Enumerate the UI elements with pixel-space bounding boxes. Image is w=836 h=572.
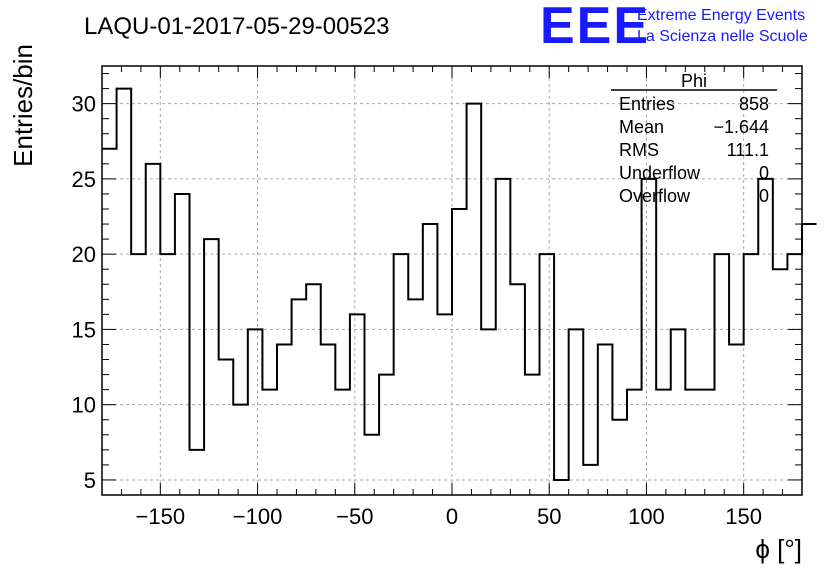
stats-label-overflow: Overflow bbox=[619, 186, 691, 206]
histogram-bin bbox=[248, 329, 263, 495]
histogram-bin bbox=[233, 405, 248, 495]
histogram-bars bbox=[102, 87, 817, 495]
histogram-bin bbox=[160, 254, 175, 495]
stats-label-mean: Mean bbox=[619, 117, 664, 137]
histogram-bin bbox=[758, 179, 773, 495]
histogram-bin bbox=[612, 420, 627, 495]
histogram-bin bbox=[452, 209, 467, 495]
histogram-bin bbox=[335, 390, 350, 495]
histogram-bin bbox=[175, 194, 190, 495]
stats-box: Phi Entries 858 Mean −1.644 RMS 111.1 Un… bbox=[611, 71, 777, 206]
histogram-bin bbox=[715, 254, 730, 495]
histogram-bin bbox=[525, 375, 540, 495]
stats-value-overflow: 0 bbox=[759, 186, 769, 206]
stats-value-entries: 858 bbox=[739, 94, 769, 114]
x-tick-label: −150 bbox=[136, 504, 186, 529]
histogram-bin bbox=[190, 450, 205, 495]
histogram-bin bbox=[540, 254, 555, 495]
histogram-bin bbox=[219, 360, 234, 495]
stats-value-mean: −1.644 bbox=[713, 117, 769, 137]
chart-title: LAQU-01-2017-05-29-00523 bbox=[84, 13, 390, 40]
histogram-bin bbox=[467, 104, 482, 495]
histogram-bin bbox=[685, 390, 700, 495]
stats-value-underflow: 0 bbox=[759, 163, 769, 183]
x-tick-label: 0 bbox=[446, 504, 458, 529]
x-axis-title: ϕ [°] bbox=[755, 534, 802, 564]
y-axis: 5 10 15 20 25 30 bbox=[72, 73, 802, 493]
histogram-bin bbox=[204, 239, 219, 495]
histogram-bin bbox=[306, 284, 321, 495]
y-tick-label: 5 bbox=[84, 468, 96, 493]
y-tick-label: 10 bbox=[72, 393, 96, 418]
histogram-outline bbox=[102, 87, 817, 481]
histogram-bin bbox=[569, 329, 584, 495]
histogram-bin bbox=[423, 224, 438, 495]
x-tick-label: −50 bbox=[336, 504, 373, 529]
histogram-bin bbox=[117, 89, 132, 495]
histogram-bin bbox=[729, 344, 744, 495]
histogram-bin bbox=[379, 375, 394, 495]
y-tick-label: 25 bbox=[72, 167, 96, 192]
histogram-bin bbox=[408, 299, 423, 495]
stats-label-underflow: Underflow bbox=[619, 163, 701, 183]
histogram-bin bbox=[437, 314, 452, 495]
stats-value-rms: 111.1 bbox=[727, 140, 769, 160]
histogram-bin bbox=[627, 390, 642, 495]
histogram-bin bbox=[262, 390, 277, 495]
y-tick-label: 30 bbox=[72, 92, 96, 117]
stats-label-rms: RMS bbox=[619, 140, 659, 160]
x-tick-label: 50 bbox=[537, 504, 561, 529]
histogram-bin bbox=[554, 480, 569, 495]
y-tick-label: 20 bbox=[72, 242, 96, 267]
histogram-bin bbox=[700, 390, 715, 495]
histogram-bin bbox=[146, 164, 161, 495]
histogram-bin bbox=[744, 254, 759, 495]
histogram-bin bbox=[350, 314, 365, 495]
histogram-bin bbox=[481, 329, 496, 495]
logo-line1: Extreme Energy Events bbox=[637, 7, 805, 24]
eee-logo: EEE Extreme Energy Events La Scienza nel… bbox=[540, 0, 808, 55]
histogram-bin bbox=[598, 344, 613, 495]
x-tick-label: 100 bbox=[628, 504, 665, 529]
histogram-bin bbox=[583, 465, 598, 495]
histogram-bin bbox=[394, 254, 409, 495]
histogram-bin bbox=[131, 254, 146, 495]
histogram-bin bbox=[510, 284, 525, 495]
histogram-bin bbox=[802, 224, 817, 495]
logo-mark: EEE bbox=[540, 0, 650, 55]
x-axis: −150 −100 −50 0 50 100 150 bbox=[101, 66, 803, 529]
histogram-bin bbox=[365, 435, 380, 495]
histogram-bin bbox=[496, 179, 511, 495]
histogram-bin bbox=[773, 269, 788, 495]
histogram-bin bbox=[102, 149, 117, 495]
histogram-bin bbox=[277, 344, 292, 495]
y-tick-label: 15 bbox=[72, 317, 96, 342]
stats-label-entries: Entries bbox=[619, 94, 675, 114]
histogram-bin bbox=[642, 179, 657, 495]
stats-title: Phi bbox=[681, 71, 707, 91]
logo-line2: La Scienza nelle Scuole bbox=[637, 28, 808, 45]
histogram-bin bbox=[321, 344, 336, 495]
histogram-bin bbox=[671, 329, 686, 495]
y-axis-title: Entries/bin bbox=[8, 44, 38, 167]
histogram-bin bbox=[292, 299, 307, 495]
histogram-bin bbox=[656, 390, 671, 495]
x-tick-label: 150 bbox=[725, 504, 762, 529]
x-tick-label: −100 bbox=[233, 504, 283, 529]
